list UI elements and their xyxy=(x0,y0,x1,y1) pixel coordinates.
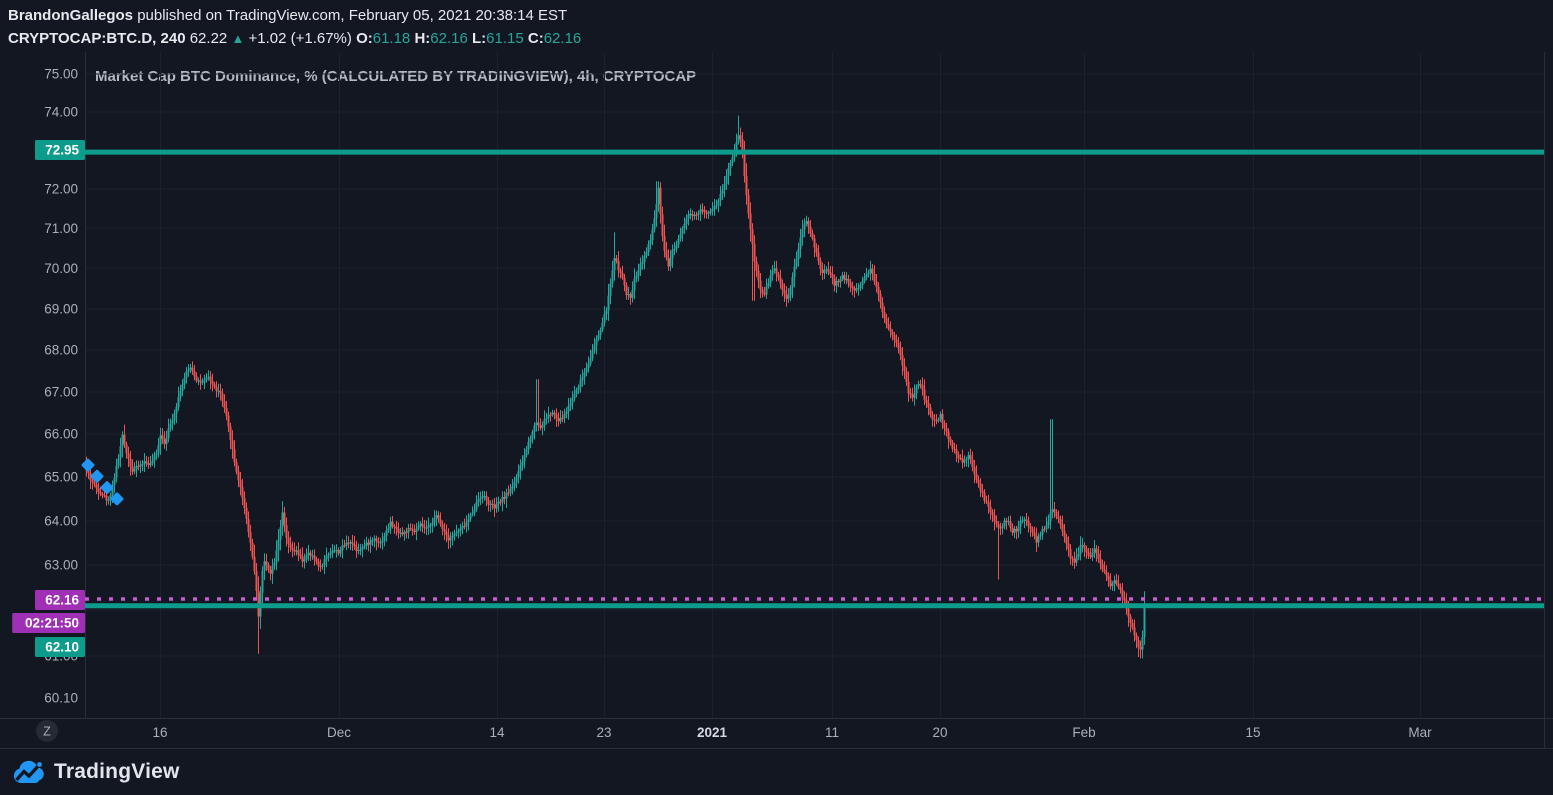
close-label: C: xyxy=(527,30,544,47)
svg-text:66.00: 66.00 xyxy=(44,427,78,442)
svg-text:63.00: 63.00 xyxy=(44,558,78,573)
price-badge-02:21:50 xyxy=(12,613,86,633)
svg-text:23: 23 xyxy=(596,725,611,740)
publish-info: published on TradingView.com, February 0… xyxy=(133,7,568,24)
svg-text:Mar: Mar xyxy=(1408,725,1432,740)
candlestick-series xyxy=(85,115,1146,659)
publish-header: BrandonGallegos published on TradingView… xyxy=(8,7,567,24)
close-value: 62.16 xyxy=(543,30,582,47)
diamond-marker[interactable] xyxy=(81,458,95,472)
svg-text:Feb: Feb xyxy=(1072,725,1095,740)
time-axis[interactable]: 16 Dec 14 23 2021 11 20 Feb 15 Mar xyxy=(152,725,1432,740)
high-label: H: xyxy=(414,30,431,47)
chart-pane[interactable] xyxy=(85,52,1544,718)
svg-text:14: 14 xyxy=(489,725,505,740)
svg-text:65.00: 65.00 xyxy=(44,470,78,485)
svg-text:67.00: 67.00 xyxy=(44,384,78,399)
price-badge-62.16 xyxy=(35,590,85,610)
diamond-marker[interactable] xyxy=(100,481,114,495)
footer-bar: TradingView xyxy=(0,748,1553,795)
svg-text:72.00: 72.00 xyxy=(44,182,78,197)
high-value: 62.16 xyxy=(430,30,468,47)
svg-text:69.00: 69.00 xyxy=(44,301,78,316)
svg-text:68.00: 68.00 xyxy=(44,343,78,358)
up-arrow-icon: ▲ xyxy=(231,31,245,46)
svg-text:16: 16 xyxy=(152,725,167,740)
symbol-name: CRYPTOCAP:BTC.D, 240 xyxy=(8,30,186,47)
horizontal-price-lines[interactable] xyxy=(85,149,1544,609)
low-value: 61.15 xyxy=(486,30,524,47)
price-axis-badges: 72.95 62.16 02:21:50 62.10 xyxy=(12,140,86,657)
symbol-header: CRYPTOCAP:BTC.D, 240 62.22 ▲ +1.02 (+1.6… xyxy=(8,30,581,47)
brand-name[interactable]: TradingView xyxy=(54,759,180,783)
svg-text:71.00: 71.00 xyxy=(44,221,78,236)
price-badge-72.95 xyxy=(35,140,85,160)
svg-text:Dec: Dec xyxy=(327,725,351,740)
diamond-marker[interactable] xyxy=(110,492,124,506)
open-value: 61.18 xyxy=(372,30,411,47)
price-change: +1.02 (+1.67%) xyxy=(248,30,352,47)
svg-text:74.00: 74.00 xyxy=(44,104,78,119)
low-label: L: xyxy=(472,30,487,47)
svg-text:72.95: 72.95 xyxy=(45,143,79,158)
svg-text:75.00: 75.00 xyxy=(44,67,78,82)
tradingview-logo-icon[interactable] xyxy=(12,759,46,785)
price-axis[interactable]: 75.00 74.00 72.00 71.00 70.00 69.00 68.00 67.00… xyxy=(44,67,78,706)
open-label: O: xyxy=(356,30,373,47)
svg-text:2021: 2021 xyxy=(697,725,728,740)
svg-text:15: 15 xyxy=(1245,725,1260,740)
svg-text:11: 11 xyxy=(825,725,839,740)
price-badge-62.10 xyxy=(35,637,85,657)
drawing-markers[interactable] xyxy=(81,458,124,506)
diamond-marker[interactable] xyxy=(90,469,104,483)
author-name: BrandonGallegos xyxy=(8,7,134,24)
svg-text:20: 20 xyxy=(932,725,947,740)
pane-borders xyxy=(0,52,1553,749)
timezone-button[interactable]: Z xyxy=(36,720,58,742)
last-price: 62.22 xyxy=(189,30,228,47)
svg-text:70.00: 70.00 xyxy=(44,261,78,276)
svg-text:62.10: 62.10 xyxy=(45,640,79,655)
svg-text:62.16: 62.16 xyxy=(45,593,79,608)
svg-text:02:21:50: 02:21:50 xyxy=(25,616,79,631)
svg-text:60.10: 60.10 xyxy=(44,691,78,706)
svg-text:64.00: 64.00 xyxy=(44,513,78,528)
chart-legend-title[interactable]: Market Cap BTC Dominance, % (CALCULATED … xyxy=(95,68,696,85)
svg-text:Z: Z xyxy=(43,725,51,739)
